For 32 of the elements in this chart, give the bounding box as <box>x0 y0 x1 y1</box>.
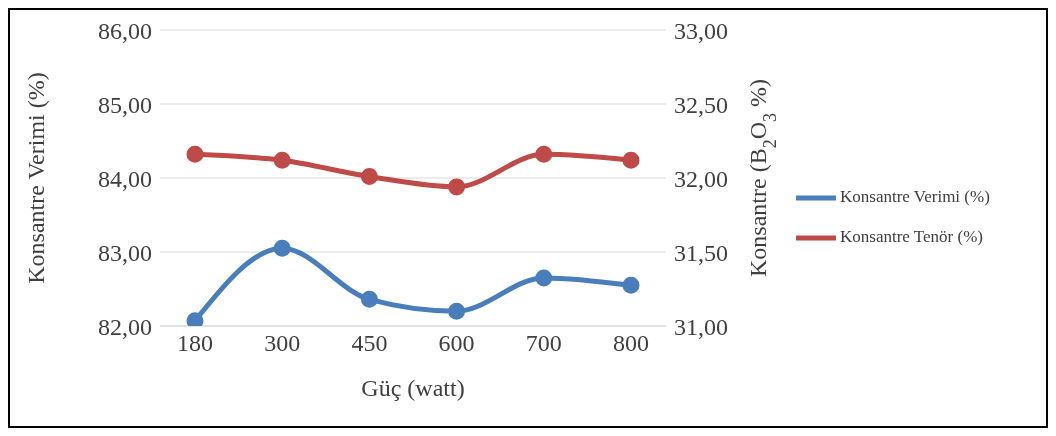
point <box>535 269 553 287</box>
point <box>186 145 204 163</box>
y-tick-label: 84,00 <box>98 165 152 192</box>
x-tick-label: 300 <box>264 330 301 357</box>
point <box>186 312 204 326</box>
y-tick-label: 86,00 <box>98 17 152 44</box>
y2-tick-label: 31,50 <box>674 239 728 266</box>
point <box>448 302 466 320</box>
x-tick-label: 450 <box>351 330 388 357</box>
legend-label: Konsantre Verimi (%) <box>840 186 990 206</box>
point <box>273 239 291 257</box>
x-tick-label: 600 <box>438 330 475 357</box>
x-axis-title: Güç (watt) <box>361 375 465 401</box>
point <box>622 151 640 169</box>
x-tick-label: 700 <box>525 330 562 357</box>
x-tick-label: 180 <box>177 330 213 357</box>
y-tick-label: 82,00 <box>98 313 152 340</box>
y2-tick-label: 32,50 <box>674 91 728 118</box>
point <box>622 276 640 294</box>
y-tick-label: 85,00 <box>98 91 152 118</box>
point <box>273 151 291 169</box>
y-tick-label: 83,00 <box>98 239 152 266</box>
point <box>448 178 466 196</box>
y2-tick-label: 33,00 <box>674 17 728 44</box>
y-axis-title: Konsantre Verimi (%) <box>22 72 49 284</box>
x-tick-label: 800 <box>613 330 649 357</box>
y2-tick-label: 31,00 <box>674 313 728 340</box>
point <box>535 145 553 163</box>
y2-tick-label: 32,00 <box>674 165 728 192</box>
point <box>360 168 378 186</box>
legend-label: Konsantre Tenör (%) <box>840 226 983 246</box>
point <box>360 290 378 308</box>
